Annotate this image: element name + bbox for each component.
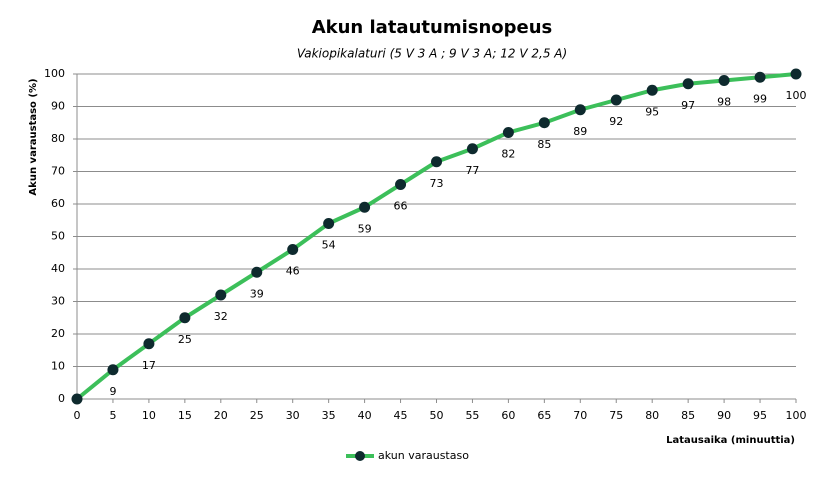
y-tick-label: 80	[51, 132, 65, 145]
data-point	[359, 201, 371, 213]
x-tick-label: 15	[178, 409, 192, 422]
x-tick-label: 40	[358, 409, 372, 422]
x-tick-label: 100	[786, 409, 807, 422]
x-tick-label: 85	[681, 409, 695, 422]
data-point	[395, 179, 407, 190]
x-tick-label: 20	[214, 409, 228, 422]
x-tick-label: 95	[753, 409, 767, 422]
x-axis-title: Latausaika (minuuttia)	[666, 435, 795, 446]
data-point	[143, 338, 155, 350]
data-point	[502, 127, 514, 138]
y-tick-label: 30	[51, 295, 65, 308]
data-label: 99	[753, 92, 767, 105]
data-point	[790, 68, 802, 80]
x-tick-label: 0	[74, 409, 81, 422]
x-tick-label: 55	[465, 409, 479, 422]
data-point	[538, 117, 550, 129]
y-tick-label: 100	[44, 67, 65, 80]
data-label: 25	[178, 333, 192, 346]
data-label: 82	[501, 148, 515, 161]
x-tick-label: 5	[109, 409, 116, 422]
data-point	[179, 312, 191, 324]
x-tick-label: 10	[142, 409, 156, 422]
data-label: 97	[681, 99, 695, 112]
data-point	[287, 244, 299, 255]
x-tick-label: 35	[322, 409, 336, 422]
y-tick-label: 10	[51, 360, 65, 373]
data-label: 46	[286, 265, 300, 278]
data-label: 59	[358, 222, 372, 235]
chart-subtitle: Vakiopikalaturi (5 V 3 A ; 9 V 3 A; 12 V…	[297, 47, 567, 61]
x-tick-label: 75	[609, 409, 623, 422]
y-tick-label: 60	[51, 197, 65, 210]
data-point	[71, 393, 83, 405]
y-tick-label: 0	[58, 392, 65, 405]
data-point	[610, 94, 622, 106]
x-tick-label: 25	[250, 409, 264, 422]
y-tick-label: 40	[51, 262, 65, 275]
legend-label: akun varaustaso	[378, 449, 469, 462]
data-point	[215, 289, 227, 301]
data-point	[646, 84, 658, 96]
y-axis-title: Akun varaustaso (%)	[28, 78, 39, 195]
data-label: 77	[465, 164, 479, 177]
data-label: 85	[537, 138, 551, 151]
x-tick-label: 70	[573, 409, 587, 422]
x-tick-label: 80	[645, 409, 659, 422]
data-label: 92	[609, 115, 623, 128]
data-point	[754, 71, 766, 83]
x-tick-label: 65	[537, 409, 551, 422]
data-point	[718, 75, 730, 86]
y-tick-label: 90	[51, 100, 65, 113]
data-point	[107, 364, 119, 376]
data-point	[574, 104, 586, 116]
data-point	[323, 218, 335, 229]
data-label: 98	[717, 96, 731, 109]
x-tick-label: 60	[501, 409, 515, 422]
data-label: 17	[142, 359, 156, 372]
y-tick-label: 50	[51, 230, 65, 243]
data-label: 9	[109, 385, 116, 398]
data-label: 54	[322, 239, 336, 252]
chart-title: Akun latautumisnopeus	[312, 17, 553, 38]
data-point	[431, 156, 442, 168]
data-label: 73	[430, 177, 444, 190]
data-point	[682, 78, 694, 90]
data-point	[251, 266, 263, 278]
data-label: 32	[214, 310, 228, 323]
y-tick-label: 20	[51, 327, 65, 340]
data-label: 95	[645, 105, 659, 118]
x-tick-label: 30	[286, 409, 300, 422]
data-label: 100	[786, 89, 807, 102]
y-tick-label: 70	[51, 165, 65, 178]
data-label: 89	[573, 125, 587, 138]
data-label: 39	[250, 287, 264, 300]
x-tick-label: 50	[430, 409, 444, 422]
x-tick-label: 90	[717, 409, 731, 422]
x-tick-label: 45	[394, 409, 408, 422]
data-label: 66	[394, 200, 408, 213]
data-point	[466, 143, 478, 155]
legend-marker	[355, 451, 365, 461]
